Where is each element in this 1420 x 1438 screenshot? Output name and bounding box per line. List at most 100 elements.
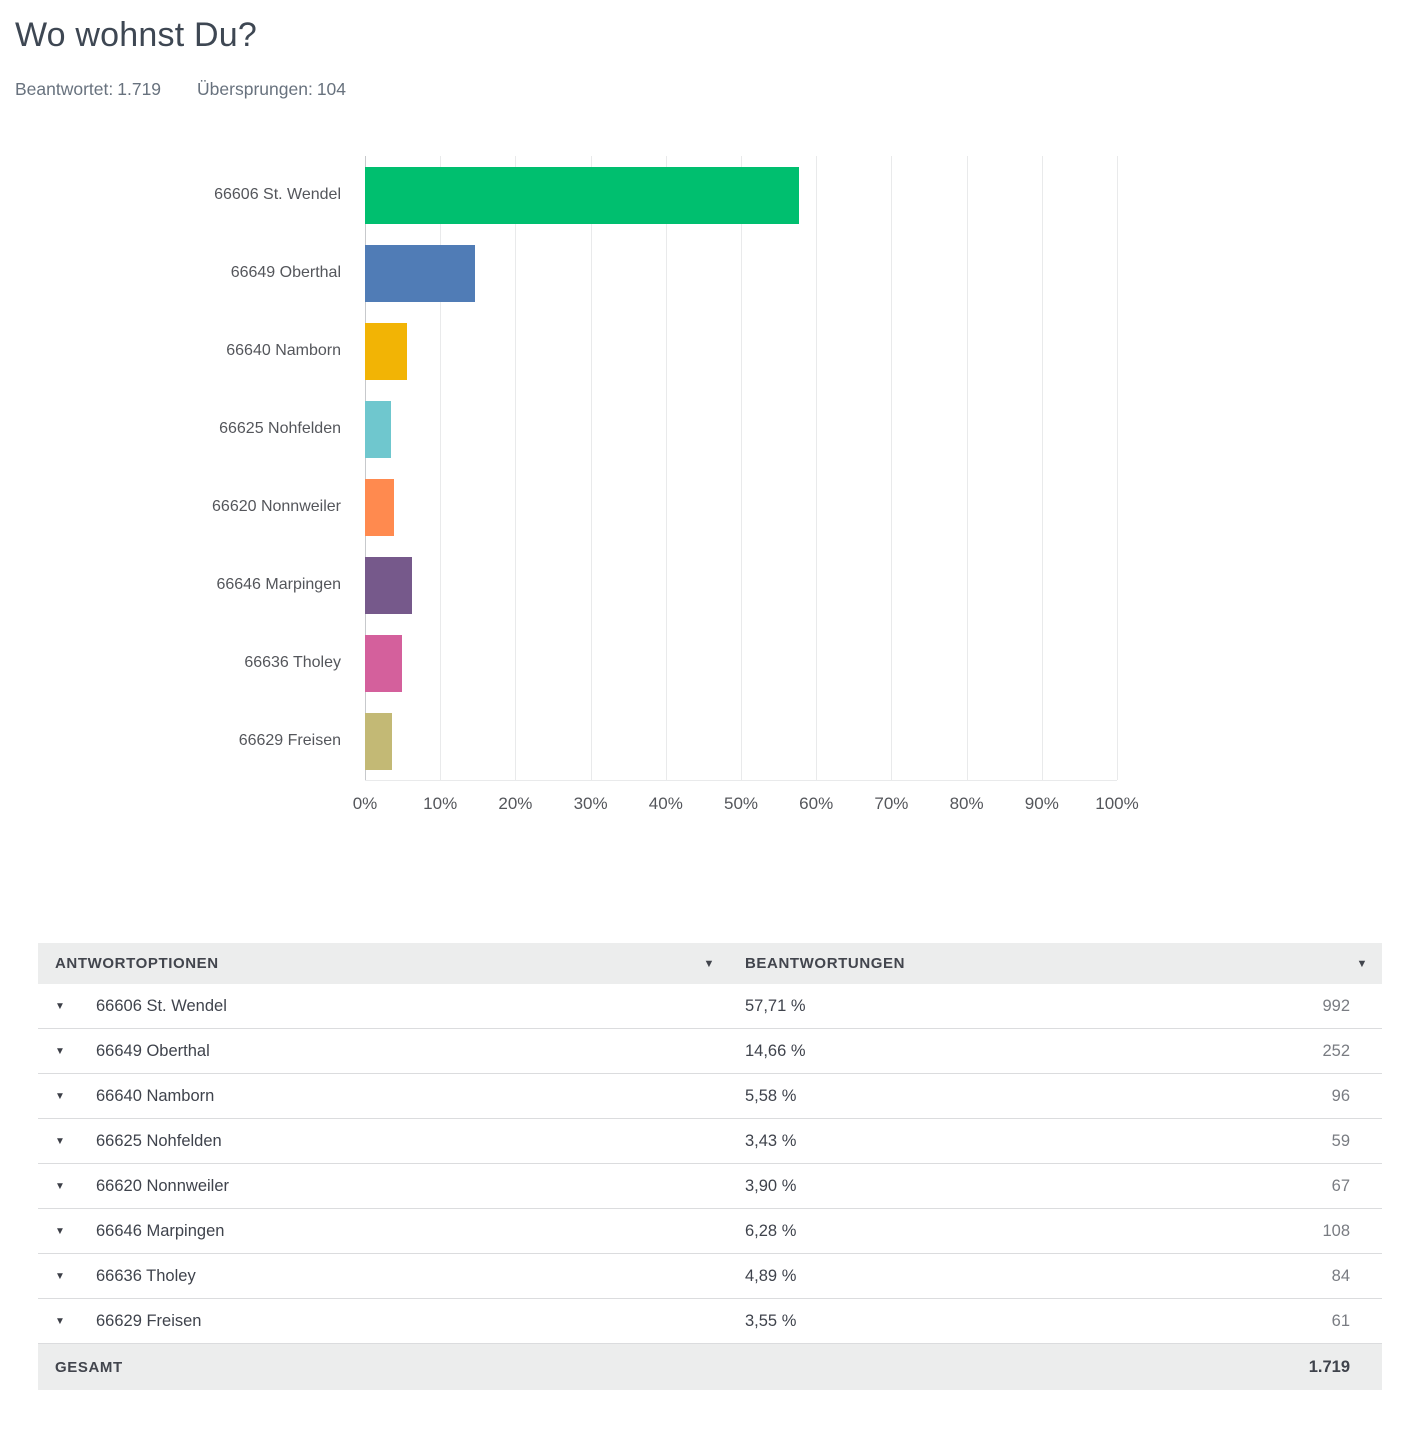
table-row: ▼ 66606 St. Wendel 57,71 % 992 xyxy=(38,984,1382,1029)
question-header: Wo wohnst Du? Beantwortet: 1.719 Überspru… xyxy=(0,0,1420,100)
chart-bar xyxy=(365,166,799,224)
answer-count: 67 xyxy=(1331,1176,1350,1195)
expand-caret-icon[interactable]: ▼ xyxy=(55,1315,65,1327)
expand-caret-icon[interactable]: ▼ xyxy=(55,1180,65,1192)
expand-caret-icon[interactable]: ▼ xyxy=(55,1225,65,1237)
x-axis-tick-label: 50% xyxy=(723,794,759,813)
chart-bar xyxy=(365,244,476,302)
chart-bar xyxy=(365,556,413,614)
answers-column-header[interactable]: BEANTWORTUNGEN ▼ xyxy=(745,955,1382,972)
x-axis-tick-label: 60% xyxy=(799,794,834,813)
chart-category-label: 66636 Tholey xyxy=(244,654,341,671)
answer-count: 108 xyxy=(1322,1221,1350,1240)
table-row: ▼ 66640 Namborn 5,58 % 96 xyxy=(38,1074,1382,1119)
option-cell: ▼ 66629 Freisen xyxy=(38,1312,745,1331)
results-table: ANTWORTOPTIONEN ▼ BEANTWORTUNGEN ▼ ▼ 666… xyxy=(38,943,1382,1390)
expand-caret-icon[interactable]: ▼ xyxy=(55,1135,65,1147)
table-row: ▼ 66629 Freisen 3,55 % 61 xyxy=(38,1299,1382,1344)
option-cell: ▼ 66640 Namborn xyxy=(38,1087,745,1106)
chart-bar-row xyxy=(365,702,1117,780)
gridline xyxy=(816,156,818,780)
option-label: 66640 Namborn xyxy=(96,1086,215,1105)
answer-percent: 4,89 % xyxy=(745,1266,797,1285)
gridline xyxy=(891,156,893,780)
answered-value: 1.719 xyxy=(117,79,162,99)
answer-cell: 6,28 % 108 xyxy=(745,1222,1382,1241)
chart-bar-row xyxy=(365,468,1117,546)
gridline xyxy=(1117,156,1118,780)
chart-category-label: 66646 Marpingen xyxy=(216,576,341,593)
table-row: ▼ 66625 Nohfelden 3,43 % 59 xyxy=(38,1119,1382,1164)
chart-category-cell: 66640 Namborn xyxy=(38,312,365,390)
response-stats: Beantwortet: 1.719 Übersprungen: 104 xyxy=(15,79,1420,100)
answer-cell: 14,66 % 252 xyxy=(745,1042,1382,1061)
answer-count: 84 xyxy=(1331,1266,1350,1285)
option-cell: ▼ 66625 Nohfelden xyxy=(38,1132,745,1151)
chart-category-cell: 66649 Oberthal xyxy=(38,234,365,312)
answer-cell: 3,55 % 61 xyxy=(745,1312,1382,1331)
table-row: ▼ 66636 Tholey 4,89 % 84 xyxy=(38,1254,1382,1299)
options-header-label: ANTWORTOPTIONEN xyxy=(55,955,219,972)
x-axis-tick-label: 0% xyxy=(352,794,378,813)
option-cell: ▼ 66636 Tholey xyxy=(38,1267,745,1286)
option-label: 66649 Oberthal xyxy=(96,1041,210,1060)
x-axis-tick-label: 90% xyxy=(1024,794,1059,813)
option-cell: ▼ 66606 St. Wendel xyxy=(38,997,745,1016)
table-row: ▼ 66649 Oberthal 14,66 % 252 xyxy=(38,1029,1382,1074)
table-row: ▼ 66620 Nonnweiler 3,90 % 67 xyxy=(38,1164,1382,1209)
answered-label: Beantwortet: xyxy=(15,79,114,99)
x-axis-tick-label: 100% xyxy=(1095,794,1139,813)
chart-category-cell: 66629 Freisen xyxy=(38,702,365,780)
bar-chart: 66606 St. Wendel 66649 Oberthal 66640 Na… xyxy=(38,156,1420,825)
option-label: 66625 Nohfelden xyxy=(96,1131,222,1150)
x-axis-tick-label: 80% xyxy=(949,794,984,813)
gridline xyxy=(365,156,366,780)
chart-category-cell: 66636 Tholey xyxy=(38,624,365,702)
table-header-row: ANTWORTOPTIONEN ▼ BEANTWORTUNGEN ▼ xyxy=(38,943,1382,984)
skipped-label: Übersprungen: xyxy=(197,79,313,99)
chart-category-label: 66620 Nonnweiler xyxy=(212,498,341,515)
sort-caret-icon[interactable]: ▼ xyxy=(703,957,715,970)
chart-bar-row xyxy=(365,546,1117,624)
chart-bar-row xyxy=(365,234,1117,312)
total-label: GESAMT xyxy=(55,1358,123,1376)
option-cell: ▼ 66649 Oberthal xyxy=(38,1042,745,1061)
answer-percent: 57,71 % xyxy=(745,996,806,1015)
options-column-header[interactable]: ANTWORTOPTIONEN ▼ xyxy=(38,955,745,972)
chart-category-label: 66640 Namborn xyxy=(226,342,341,359)
expand-caret-icon[interactable]: ▼ xyxy=(55,1090,65,1102)
gridline xyxy=(966,156,968,780)
table-row: ▼ 66646 Marpingen 6,28 % 108 xyxy=(38,1209,1382,1254)
answer-count: 61 xyxy=(1331,1311,1350,1330)
answer-cell: 3,43 % 59 xyxy=(745,1132,1382,1151)
answer-cell: 57,71 % 992 xyxy=(745,997,1382,1016)
answer-percent: 3,90 % xyxy=(745,1176,797,1195)
x-axis-tick-label: 20% xyxy=(498,794,533,813)
expand-caret-icon[interactable]: ▼ xyxy=(55,1270,65,1282)
x-axis-tick-label: 40% xyxy=(648,794,683,813)
option-label: 66646 Marpingen xyxy=(96,1221,225,1240)
answer-count: 992 xyxy=(1322,996,1350,1015)
option-label: 66620 Nonnweiler xyxy=(96,1176,230,1195)
x-axis-tick-label: 10% xyxy=(423,794,458,813)
table-body: ▼ 66606 St. Wendel 57,71 % 992 ▼ 66649 O… xyxy=(38,984,1382,1344)
gridline xyxy=(590,156,592,780)
expand-caret-icon[interactable]: ▼ xyxy=(55,1045,65,1057)
chart-category-label: 66649 Oberthal xyxy=(230,264,341,281)
gridline xyxy=(741,156,742,780)
x-axis-tick-label: 70% xyxy=(874,794,909,813)
total-value: 1.719 xyxy=(1308,1357,1350,1376)
answer-cell: 5,58 % 96 xyxy=(745,1087,1382,1106)
chart-category-cell: 66646 Marpingen xyxy=(38,546,365,624)
chart-bars xyxy=(365,156,1117,780)
chart-bar-row xyxy=(365,390,1117,468)
skipped-stat: Übersprungen: 104 xyxy=(197,79,350,100)
answer-percent: 3,43 % xyxy=(745,1131,797,1150)
answer-cell: 3,90 % 67 xyxy=(745,1177,1382,1196)
chart-category-label: 66629 Freisen xyxy=(238,732,341,749)
chart-plot-area xyxy=(365,156,1118,781)
chart-category-cell: 66620 Nonnweiler xyxy=(38,468,365,546)
expand-caret-icon[interactable]: ▼ xyxy=(55,1000,65,1012)
answered-stat: Beantwortet: 1.719 xyxy=(15,79,165,100)
sort-caret-icon[interactable]: ▼ xyxy=(1356,957,1368,970)
